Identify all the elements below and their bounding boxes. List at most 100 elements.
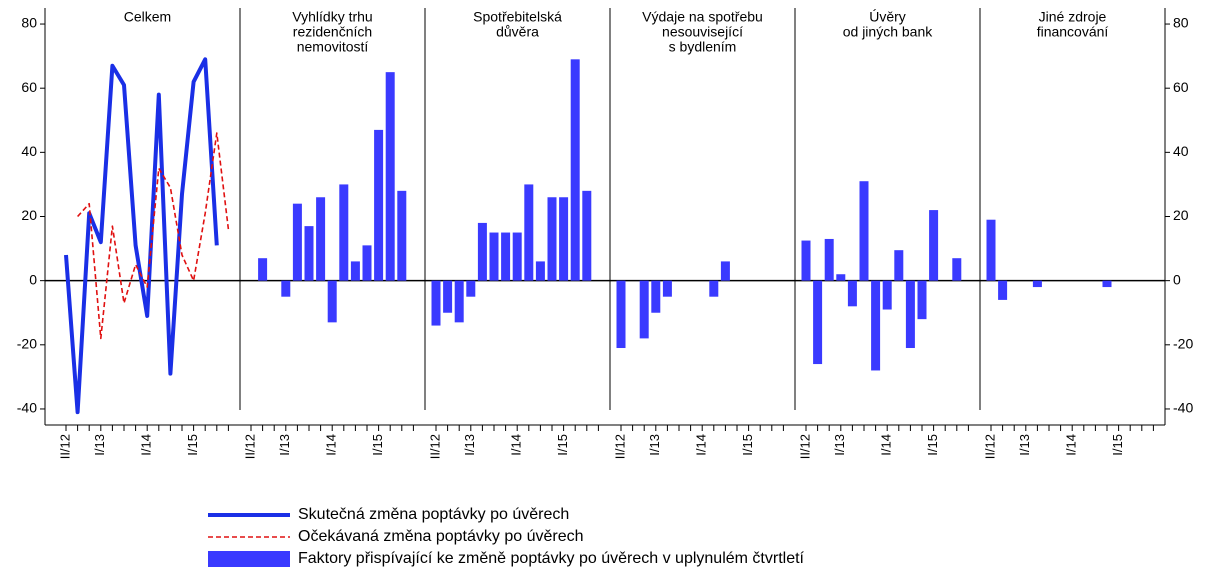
bar — [501, 232, 511, 281]
x-tick-label: I/14 — [1064, 434, 1079, 456]
x-tick-label: II/12 — [612, 434, 627, 459]
bar — [986, 219, 996, 281]
bar — [836, 274, 846, 281]
panel-title: Výdaje na spotřebu — [642, 9, 763, 25]
bar — [662, 280, 672, 297]
bar — [258, 258, 268, 281]
y-tick-label-right: -20 — [1173, 336, 1193, 352]
bar — [570, 59, 580, 281]
panel-title: Úvěry — [869, 9, 906, 25]
bar — [871, 280, 881, 371]
x-tick-label: I/14 — [694, 434, 709, 456]
bar — [952, 258, 962, 281]
bar — [316, 197, 326, 281]
x-tick-label: I/13 — [1017, 434, 1032, 456]
bar — [905, 280, 915, 349]
y-tick-label: -40 — [17, 400, 37, 416]
bar — [720, 261, 730, 281]
bar — [917, 280, 927, 320]
x-tick-label: I/13 — [832, 434, 847, 456]
bar — [801, 240, 811, 281]
x-tick-label: I/14 — [324, 434, 339, 456]
bar — [998, 280, 1008, 300]
legend-label: Faktory přispívající ke změně poptávky p… — [298, 550, 805, 567]
bar — [512, 232, 522, 281]
bar — [350, 261, 360, 281]
bar — [304, 226, 314, 281]
x-tick-label: I/15 — [370, 434, 385, 456]
bar — [616, 280, 626, 349]
line-series — [77, 132, 230, 340]
bar — [559, 197, 569, 281]
x-tick-label: I/15 — [740, 434, 755, 456]
x-tick-label: II/12 — [427, 434, 442, 459]
y-tick-label-right: 80 — [1173, 15, 1189, 31]
bar — [431, 280, 441, 326]
y-tick-label-right: 0 — [1173, 271, 1181, 287]
x-tick-label: II/12 — [242, 434, 257, 459]
bar — [709, 280, 719, 297]
x-tick-label: I/13 — [92, 434, 107, 456]
panel-title: Spotřebitelská — [473, 9, 562, 25]
x-tick-label: I/14 — [139, 434, 154, 456]
x-tick-label: I/15 — [925, 434, 940, 456]
bar — [882, 280, 892, 310]
bar — [639, 280, 649, 339]
bar — [582, 190, 592, 281]
bar — [281, 280, 291, 297]
bar — [524, 184, 534, 281]
bar — [454, 280, 464, 323]
panel-title: s bydlením — [669, 39, 737, 55]
y-tick-label-right: -40 — [1173, 400, 1193, 416]
bar — [339, 184, 349, 281]
y-tick-label: 0 — [29, 271, 37, 287]
panel-title: Vyhlídky trhu — [292, 9, 372, 25]
bar — [362, 245, 372, 281]
panel-title: od jiných bank — [843, 24, 934, 40]
x-tick-label: II/12 — [57, 434, 72, 459]
panel-title: nemovitostí — [297, 39, 369, 55]
x-tick-label: I/15 — [555, 434, 570, 456]
bar — [859, 181, 869, 281]
x-tick-label: I/15 — [1110, 434, 1125, 456]
bar — [547, 197, 557, 281]
panel-title: Celkem — [124, 9, 171, 25]
bar — [1032, 280, 1042, 288]
bar — [374, 129, 384, 281]
bar — [385, 72, 395, 281]
bar — [824, 238, 834, 281]
bar — [813, 280, 823, 365]
x-tick-label: II/12 — [982, 434, 997, 459]
bar — [477, 222, 487, 281]
bar — [1102, 280, 1112, 288]
legend-label: Skutečná změna poptávky po úvěrech — [298, 506, 569, 523]
bar — [443, 280, 453, 313]
y-tick-label-right: 60 — [1173, 79, 1189, 95]
y-tick-label: -20 — [17, 336, 37, 352]
bar — [847, 280, 857, 307]
x-tick-label: I/14 — [509, 434, 524, 456]
bar — [894, 250, 904, 281]
bar — [292, 203, 302, 281]
y-tick-label-right: 20 — [1173, 207, 1189, 223]
bar — [397, 190, 407, 281]
x-tick-label: I/15 — [185, 434, 200, 456]
y-tick-label-right: 40 — [1173, 143, 1189, 159]
bar — [327, 280, 337, 323]
bar — [535, 261, 545, 281]
x-tick-label: I/13 — [462, 434, 477, 456]
x-tick-label: I/13 — [277, 434, 292, 456]
y-tick-label: 60 — [21, 79, 37, 95]
legend-label: Očekávaná změna poptávky po úvěrech — [298, 528, 584, 545]
bar — [489, 232, 499, 281]
legend-swatch — [208, 551, 290, 567]
bar — [929, 210, 939, 281]
line-series — [64, 57, 219, 415]
panel-title: nesouvisející — [662, 24, 743, 40]
panel-title: financování — [1037, 24, 1109, 40]
y-tick-label: 20 — [21, 207, 37, 223]
x-tick-label: I/13 — [647, 434, 662, 456]
x-tick-label: I/14 — [879, 434, 894, 456]
bar — [651, 280, 661, 313]
